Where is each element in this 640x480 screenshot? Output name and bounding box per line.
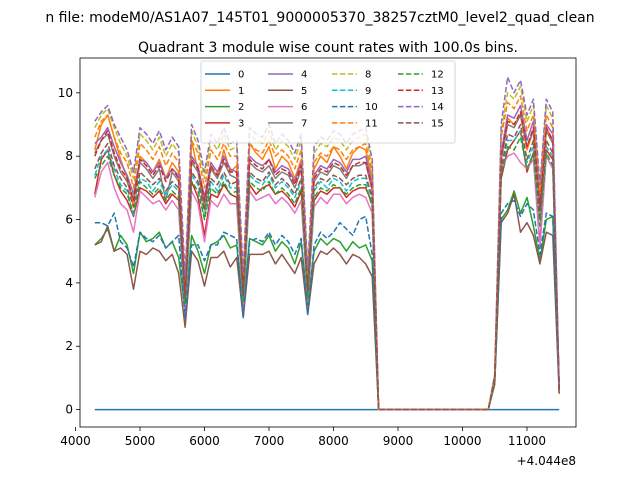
x-offset-label: +4.044e8 [517, 454, 576, 468]
x-tick-label: 7000 [254, 434, 285, 448]
y-tick-label: 10 [58, 86, 73, 100]
plot-frame [79, 57, 577, 428]
legend-label-3: 3 [238, 118, 244, 129]
legend-label-10: 10 [365, 102, 378, 113]
x-tick-label: 10000 [443, 434, 481, 448]
legend-label-4: 4 [301, 70, 307, 81]
legend-label-12: 12 [431, 70, 444, 81]
axes-layer: 4000 5000 6000 7000 8000 9000 10000 11000 0 2 4 6 8 1… [58, 86, 546, 448]
legend-label-1: 1 [238, 86, 244, 97]
legend-label-7: 7 [301, 118, 307, 129]
y-tick-label: 0 [65, 403, 73, 417]
y-tick-label: 6 [65, 213, 73, 227]
series-line-12 [94, 136, 560, 411]
x-tick-label: 11000 [508, 434, 546, 448]
legend-label-8: 8 [365, 70, 371, 81]
series-line-10 [94, 199, 560, 411]
series-line-14 [94, 76, 560, 411]
x-tick-label: 6000 [189, 434, 220, 448]
y-tick-label: 4 [65, 276, 73, 290]
legend-label-0: 0 [238, 70, 244, 81]
legend-label-11: 11 [365, 118, 378, 129]
series-layer [94, 76, 560, 411]
y-tick-label: 8 [65, 149, 73, 163]
x-tick-label: 4000 [60, 434, 91, 448]
series-line-15 [94, 123, 560, 411]
legend-label-13: 13 [431, 86, 444, 97]
legend-label-5: 5 [301, 86, 307, 97]
legend-label-2: 2 [238, 102, 244, 113]
legend-label-9: 9 [365, 86, 371, 97]
x-tick-label: 9000 [383, 434, 414, 448]
y-tick-label: 2 [65, 339, 73, 353]
legend-box [200, 60, 456, 144]
x-tick-label: 5000 [125, 434, 156, 448]
chart-title: Quadrant 3 module wise count rates with … [138, 40, 518, 56]
chart-suptitle: n file: modeM0/AS1A07_145T01_9000005370_… [45, 10, 594, 26]
legend-label-14: 14 [431, 102, 444, 113]
legend-label-15: 15 [431, 118, 444, 129]
x-tick-label: 8000 [318, 434, 349, 448]
legend-label-6: 6 [301, 102, 307, 113]
